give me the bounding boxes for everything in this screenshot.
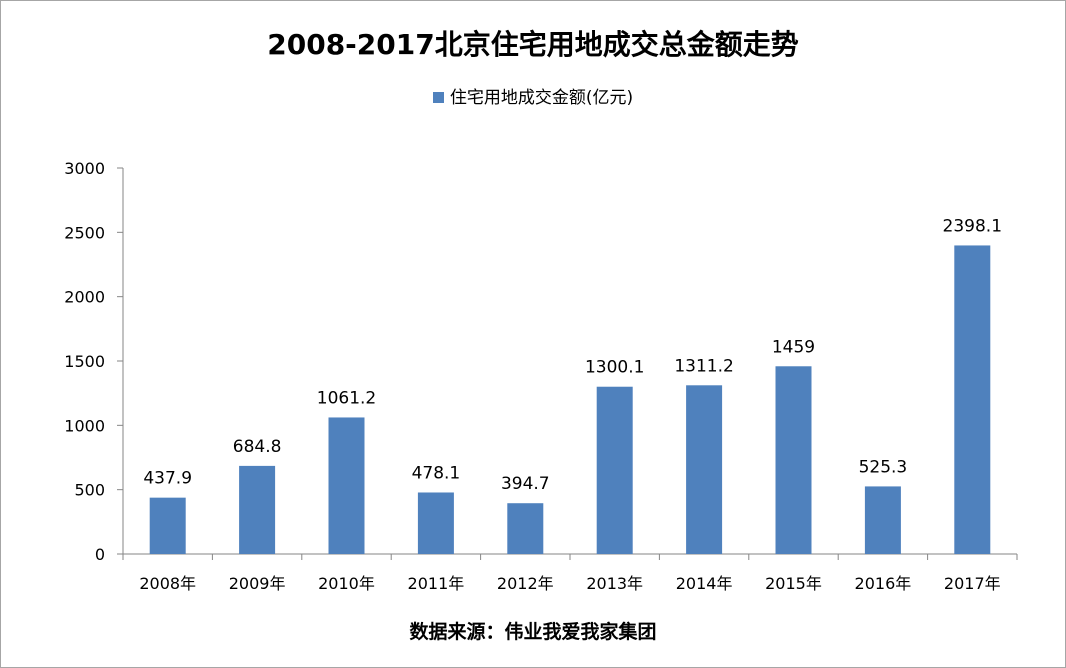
data-label: 2398.1 (943, 216, 1002, 236)
legend: 住宅用地成交金额(亿元) (1, 83, 1065, 108)
legend-swatch (432, 92, 444, 103)
bar (507, 503, 544, 554)
y-tick-label: 2000 (64, 288, 105, 307)
data-label: 1311.2 (674, 356, 733, 376)
x-tick-label: 2009年 (229, 574, 286, 593)
y-tick-label: 1000 (64, 416, 105, 435)
source-note: 数据来源：伟业我爱我家集团 (409, 621, 657, 643)
bar (954, 245, 991, 555)
y-tick-label: 1500 (64, 352, 105, 371)
data-label: 1061.2 (317, 388, 376, 408)
data-label: 1459 (772, 337, 815, 357)
x-tick-label: 2011年 (408, 574, 465, 593)
x-tick-label: 2015年 (765, 574, 822, 593)
data-label: 1300.1 (585, 358, 644, 378)
bar (149, 497, 186, 554)
bar (239, 465, 276, 554)
bar (686, 385, 723, 554)
data-label: 437.9 (143, 469, 192, 489)
x-tick-label: 2013年 (586, 574, 643, 593)
y-tick-label: 3000 (64, 159, 105, 178)
data-label: 684.8 (233, 437, 282, 457)
legend-label: 住宅用地成交金额(亿元) (449, 88, 634, 108)
y-tick-label: 500 (74, 481, 105, 500)
x-tick-label: 2014年 (676, 574, 733, 593)
bar (775, 366, 812, 554)
x-tick-label: 2016年 (855, 574, 912, 593)
y-tick-label: 0 (95, 545, 105, 564)
bar (417, 492, 454, 554)
x-tick-label: 2010年 (318, 574, 375, 593)
data-label: 478.1 (412, 463, 461, 483)
y-tick-label: 2500 (64, 223, 105, 242)
x-tick-label: 2017年 (944, 574, 1001, 593)
bar (864, 486, 901, 554)
chart-title: 2008-2017北京住宅用地成交总金额走势 (267, 28, 799, 61)
data-label: 394.7 (501, 474, 550, 494)
x-tick-label: 2008年 (139, 574, 196, 593)
x-tick-label: 2012年 (497, 574, 554, 593)
bar (328, 417, 365, 554)
bar (596, 386, 633, 554)
data-label: 525.3 (859, 457, 908, 477)
